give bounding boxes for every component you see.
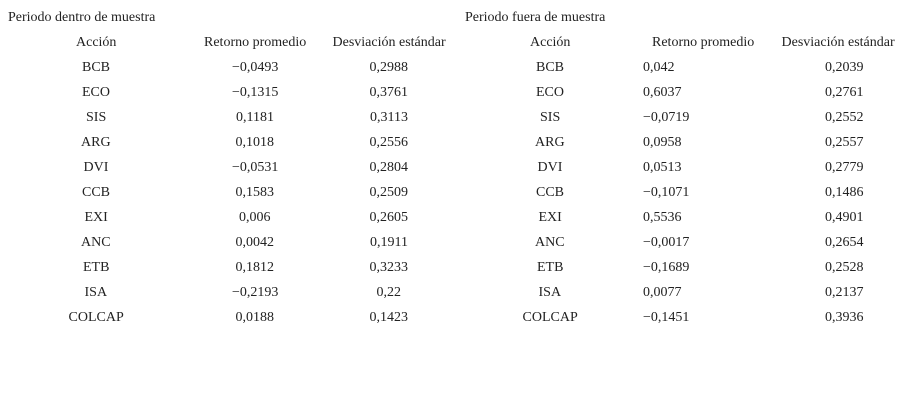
cell: −0,1451 xyxy=(643,310,690,325)
cell: 0,6037 xyxy=(643,85,682,100)
cell: −0,1689 xyxy=(643,260,690,275)
cell: 0,3233 xyxy=(369,260,409,275)
row-label: BCB xyxy=(536,60,565,75)
row-label: ECO xyxy=(536,85,564,100)
table-title: Periodo fuera de muestra xyxy=(465,10,606,25)
cell: 0,006 xyxy=(239,210,271,225)
row-label: SIS xyxy=(540,110,561,125)
cell: 0,0042 xyxy=(235,235,275,250)
cell: −0,0719 xyxy=(643,110,690,125)
row-label: ISA xyxy=(538,285,562,300)
cell: 0,1583 xyxy=(235,185,275,200)
cell: −0,0531 xyxy=(232,160,279,175)
cell: 0,2509 xyxy=(369,185,409,200)
row-label: COLCAP xyxy=(68,310,124,325)
cell: 0,2804 xyxy=(369,160,409,175)
cell: 0,3113 xyxy=(370,110,408,125)
row-label: ARG xyxy=(535,135,565,150)
cell: 0,3936 xyxy=(825,310,864,325)
cell: 0,5536 xyxy=(643,210,682,225)
cell: 0,2988 xyxy=(369,60,409,75)
cell: 0,1423 xyxy=(369,310,409,325)
cell: 0,4901 xyxy=(825,210,864,225)
row-label: SIS xyxy=(86,110,107,125)
column-header: Desviación estándar xyxy=(332,35,446,50)
cell: 0,0513 xyxy=(643,160,682,175)
cell: −0,1315 xyxy=(232,85,279,100)
cell: 0,2779 xyxy=(825,160,864,175)
cell: 0,0958 xyxy=(643,135,682,150)
row-label: EXI xyxy=(84,210,108,225)
row-label: ANC xyxy=(81,235,111,250)
cell: 0,0188 xyxy=(235,310,275,325)
row-label: EXI xyxy=(538,210,562,225)
row-label: CCB xyxy=(536,185,565,200)
column-header: Retorno promedio xyxy=(204,35,307,50)
cell: 0,2552 xyxy=(825,110,864,125)
column-header: Desviación estándar xyxy=(781,35,895,50)
cell: 0,1812 xyxy=(235,260,275,275)
table-title: Periodo dentro de muestra xyxy=(8,10,156,25)
cell: 0,0077 xyxy=(643,285,682,300)
row-label: ARG xyxy=(81,135,111,150)
row-label: DVI xyxy=(83,160,109,175)
cell: 0,2528 xyxy=(825,260,864,275)
row-label: DVI xyxy=(537,160,563,175)
cell: 0,3761 xyxy=(369,85,409,100)
cell: 0,1181 xyxy=(236,110,274,125)
cell: 0,042 xyxy=(643,60,675,75)
row-label: ETB xyxy=(537,260,564,275)
column-header: Acción xyxy=(76,35,117,50)
cell: 0,1911 xyxy=(370,235,408,250)
row-label: ETB xyxy=(83,260,110,275)
cell: 0,2137 xyxy=(825,285,864,300)
row-label: BCB xyxy=(82,60,111,75)
row-label: ANC xyxy=(535,235,565,250)
cell: −0,0017 xyxy=(643,235,690,250)
row-label: COLCAP xyxy=(522,310,578,325)
cell: 0,1018 xyxy=(235,135,275,150)
cell: −0,0493 xyxy=(232,60,279,75)
row-label: ISA xyxy=(84,285,108,300)
row-label: CCB xyxy=(82,185,111,200)
row-label: ECO xyxy=(82,85,110,100)
cell: 0,1486 xyxy=(825,185,864,200)
column-header: Retorno promedio xyxy=(652,35,755,50)
cell: −0,1071 xyxy=(643,185,690,200)
column-header: Acción xyxy=(530,35,571,50)
cell: 0,2605 xyxy=(369,210,409,225)
cell: −0,2193 xyxy=(232,285,279,300)
cell: 0,2039 xyxy=(825,60,864,75)
cell: 0,22 xyxy=(376,285,402,300)
cell: 0,2557 xyxy=(825,135,864,150)
cell: 0,2556 xyxy=(369,135,409,150)
cell: 0,2654 xyxy=(825,235,864,250)
cell: 0,2761 xyxy=(825,85,864,100)
